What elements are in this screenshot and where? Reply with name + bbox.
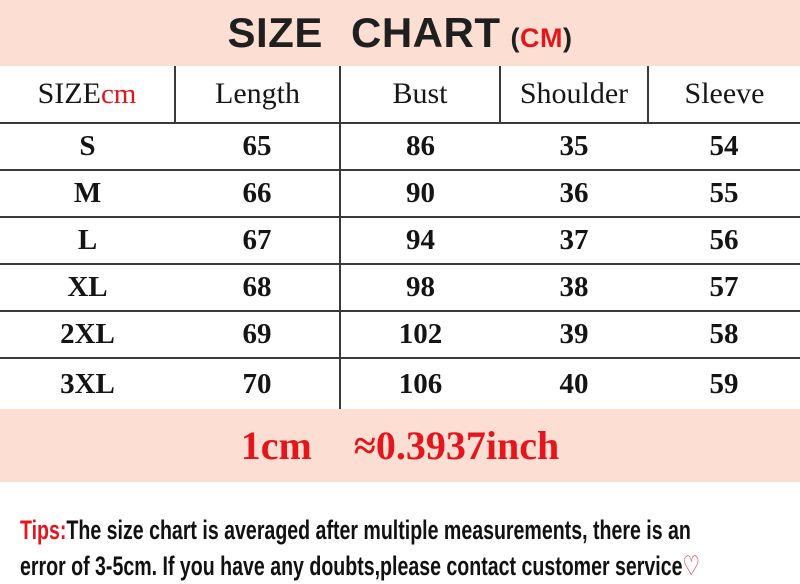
tips-line-1: Tips:The size chart is averaged after mu… [20, 512, 691, 548]
cell-size: L [0, 216, 175, 264]
tips-block: Tips:The size chart is averaged after mu… [0, 512, 800, 584]
cell-size: M [0, 169, 175, 217]
size-table: SIZEcm Length Bust Shoulder Sleeve S 65 … [0, 66, 800, 409]
tips-text-1: The size chart is averaged after multipl… [66, 515, 691, 545]
conversion-left: 1cm [240, 423, 312, 468]
tips-label: Tips: [20, 515, 67, 545]
cell-sleeve: 57 [648, 263, 800, 311]
column-header-size: SIZEcm [0, 66, 175, 124]
cell-shoulder: 38 [500, 263, 648, 311]
cell-size: 2XL [0, 310, 175, 358]
column-header-length: Length [174, 66, 340, 124]
cell-length: 70 [175, 357, 340, 409]
cell-shoulder: 39 [500, 310, 648, 358]
table-row-l: L 67 94 37 56 [0, 216, 800, 264]
table-row-m: M 66 90 36 55 [0, 169, 800, 217]
cell-bust: 94 [339, 216, 500, 264]
size-label: SIZE [37, 77, 101, 110]
cell-bust: 102 [339, 310, 500, 358]
heart-icon: ♡ [682, 551, 701, 581]
cell-bust: 98 [339, 263, 500, 311]
cell-shoulder: 35 [559, 130, 589, 162]
cell-shoulder: 40 [500, 357, 648, 409]
title-unit: (CM) [511, 23, 573, 54]
column-header-bust: Bust [339, 66, 500, 124]
title-band: SIZE CHART (CM) [0, 0, 800, 66]
cell-shoulder: 37 [500, 216, 648, 264]
cell-length: 66 [175, 169, 340, 217]
cell-sleeve: 55 [648, 169, 800, 217]
tips-text-2: error of 3-5cm. If you have any doubts,p… [20, 551, 683, 581]
page-title: SIZE CHART [227, 9, 501, 56]
size-table-header: SIZEcm Length Bust Shoulder Sleeve [0, 66, 800, 124]
table-row-xl: XL 68 98 38 57 [0, 263, 800, 311]
cell-bust: 106 [339, 357, 500, 409]
cell-shoulder: 36 [500, 169, 648, 217]
cell-bust: 86 [339, 123, 500, 170]
header-row: SIZEcm Length Bust Shoulder Sleeve [0, 66, 800, 124]
cell-length: 65 [242, 130, 272, 162]
table-row-2xl: 2XL 69 102 39 58 [0, 310, 800, 358]
table-row-3xl: 3XL 70 106 40 59 [0, 357, 800, 409]
cell-sleeve: 54 [709, 130, 739, 162]
table-row-s: S 65 86 35 54 [0, 123, 800, 170]
column-header-sleeve: Sleeve [647, 66, 800, 124]
title-unit-open: ( [510, 22, 520, 53]
cell-size: 3XL [0, 357, 175, 409]
cell-sleeve: 56 [648, 216, 800, 264]
cell-size: XL [0, 263, 175, 311]
cell-sleeve: 58 [648, 310, 800, 358]
title-unit-cm: CM [520, 22, 563, 53]
size-table-body: S 65 86 35 54 M 66 90 36 55 L 67 94 37 5… [0, 123, 800, 409]
cell-length: 68 [175, 263, 340, 311]
size-unit-label: cm [100, 78, 137, 110]
tips-line-2: error of 3-5cm. If you have any doubts,p… [20, 548, 700, 584]
cell-length: 69 [175, 310, 340, 358]
title-unit-close: ) [563, 22, 573, 53]
column-header-shoulder: Shoulder [499, 66, 648, 124]
cell-sleeve: 59 [648, 357, 800, 409]
conversion-note-band: 1cm ≈0.3937inch [0, 409, 800, 482]
cell-length: 67 [175, 216, 340, 264]
conversion-right: ≈0.3937inch [353, 423, 560, 468]
cell-size: S [79, 130, 96, 162]
cell-bust: 90 [339, 169, 500, 217]
